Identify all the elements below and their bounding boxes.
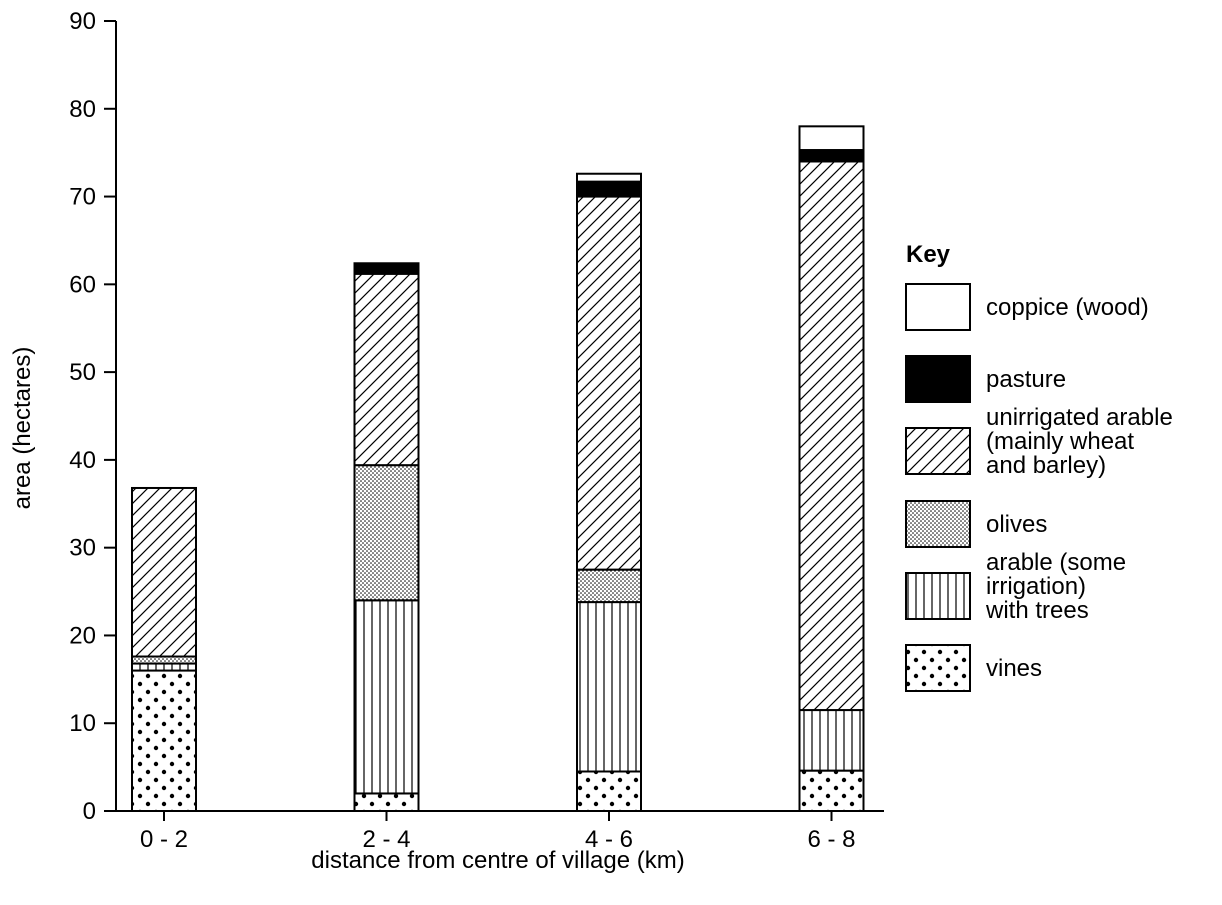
legend-label: irrigation) [986,573,1086,600]
bar-segment [353,272,420,467]
bar-segment [798,125,865,152]
legend-item: olives [905,500,1047,548]
bar-segment [576,601,642,773]
y-tick-label: 80 [69,96,96,123]
bars [131,125,865,813]
legend-label: unirrigated arable [986,404,1173,431]
y-tick-label: 90 [69,8,96,35]
legend-label: olives [986,511,1047,538]
bar-segment [798,769,865,812]
x-tick-label: 6 - 8 [807,826,855,853]
legend-swatch [905,572,971,620]
bar-stack [798,125,865,812]
legend-swatch [905,283,971,331]
bar-stack [576,172,642,812]
legend-label: coppice (wood) [986,294,1149,321]
legend-label: (mainly wheat [986,428,1134,455]
y-tick-label: 20 [69,622,96,649]
legend-swatch [905,355,971,403]
legend-swatch [905,500,971,548]
bar-segment [576,195,642,571]
y-axis: 0 10 20 30 40 50 60 70 80 90 [69,8,116,825]
bar-segment [576,172,642,183]
legend-item: pasture [905,355,1066,403]
bar-segment [576,770,642,812]
bar-segment [131,655,197,665]
x-tick-label: 2 - 4 [362,826,410,853]
y-tick-label: 0 [83,798,96,825]
bar-segment [353,792,420,813]
x-tick-label: 4 - 6 [585,826,633,853]
legend: Key coppice (wood) pasture unirrigated ara… [905,241,1173,692]
bar-segment [131,486,197,658]
legend-title: Key [906,241,951,268]
x-axis: 0 - 2 2 - 4 4 - 6 6 - 8 [140,811,856,853]
y-tick-label: 40 [69,447,96,474]
y-axis-title: area (hectares) [9,347,36,510]
x-tick-label: 0 - 2 [140,826,188,853]
bar-segment [798,709,865,772]
y-tick-label: 60 [69,271,96,298]
legend-label: and barley) [986,452,1106,479]
bar-stack [353,262,420,813]
legend-label: arable (some [986,549,1126,576]
legend-swatch [905,427,971,475]
bar-segment [353,599,420,795]
bar-segment [576,568,642,604]
legend-swatch [905,644,971,692]
legend-item: vines [905,644,1042,692]
y-tick-label: 30 [69,535,96,562]
legend-label: pasture [986,366,1066,393]
legend-label: vines [986,655,1042,682]
bar-segment [131,662,197,672]
y-tick-label: 10 [69,710,96,737]
bar-segment [131,669,197,812]
bar-segment [353,262,420,275]
legend-item: coppice (wood) [905,283,1149,331]
bar-segment [353,464,420,602]
y-tick-label: 70 [69,184,96,211]
legend-label: with trees [985,597,1089,624]
bar-segment [576,180,642,198]
y-tick-label: 50 [69,359,96,386]
bar-segment [798,160,865,712]
x-axis-title: distance from centre of village (km) [311,847,684,874]
bar-segment [798,149,865,163]
bar-stack [131,486,197,812]
